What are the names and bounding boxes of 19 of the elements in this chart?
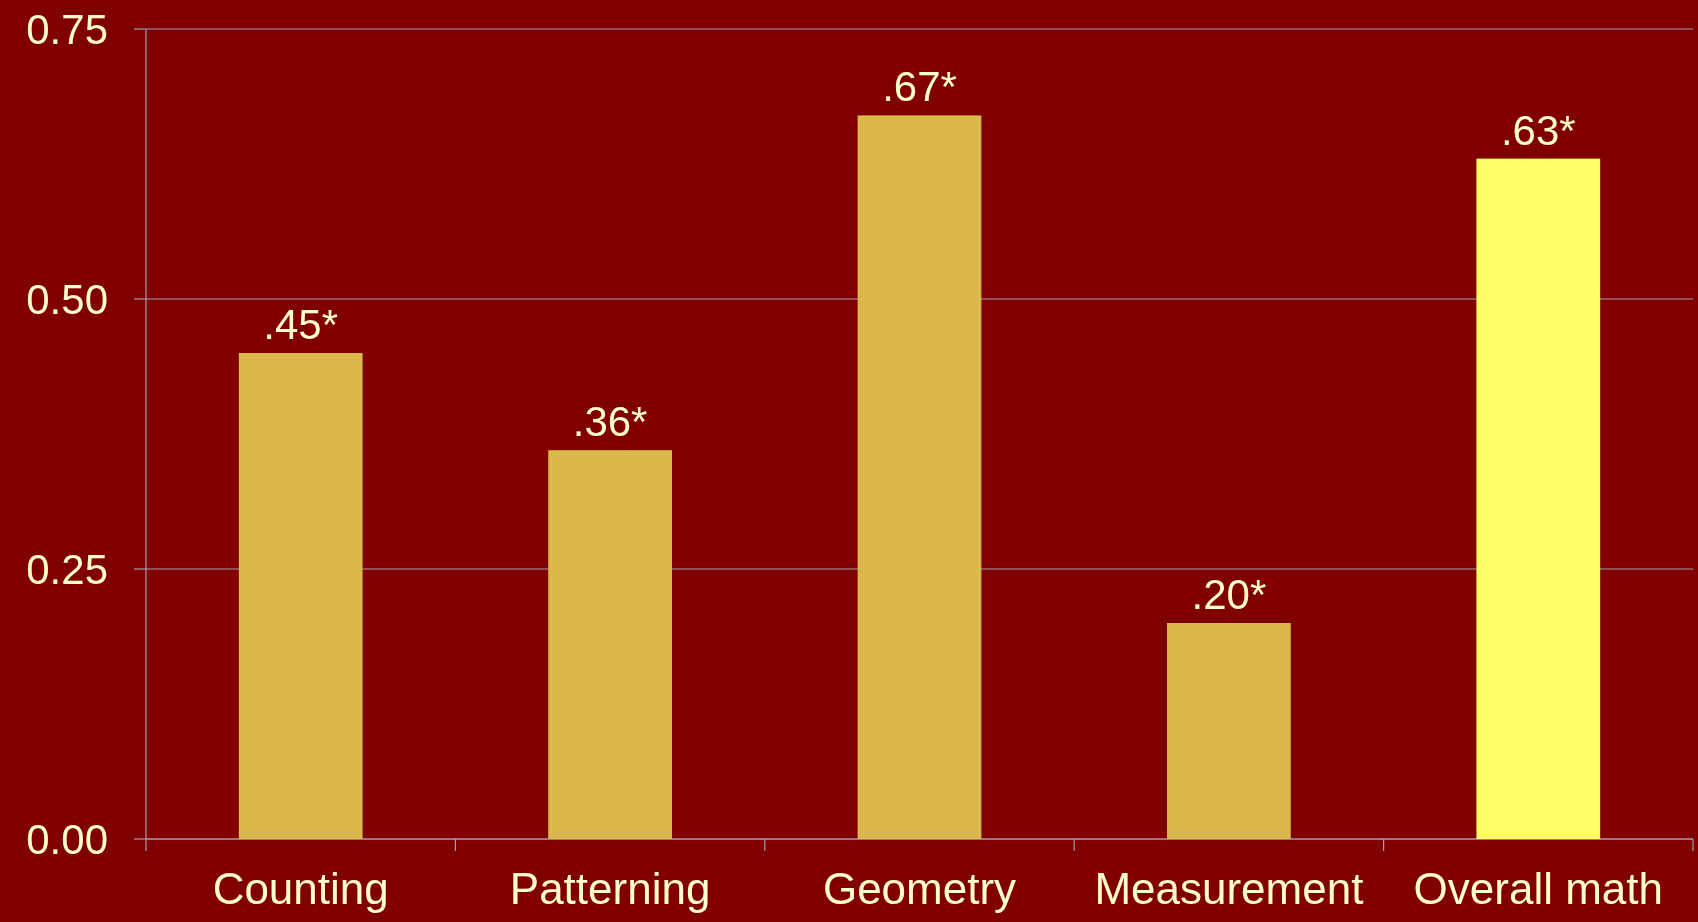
x-tick-label: Geometry <box>822 864 1017 913</box>
y-tick-label: 0.50 <box>26 275 108 323</box>
bar <box>857 115 982 839</box>
bar <box>1167 623 1291 839</box>
data-label: .36* <box>572 398 648 446</box>
x-tick-label: Measurement <box>1094 864 1364 913</box>
data-label: .45* <box>263 301 339 348</box>
bar <box>548 450 672 839</box>
data-label: .20* <box>1191 571 1267 618</box>
y-tick-label: 0.00 <box>26 815 108 863</box>
bar <box>1476 158 1601 839</box>
bar <box>238 353 363 839</box>
x-tick-label: Patterning <box>509 864 711 913</box>
x-tick-label: Overall math <box>1413 864 1664 913</box>
y-tick-label: 0.75 <box>26 5 108 53</box>
y-tick-label: 0.25 <box>26 545 108 593</box>
data-label: .63* <box>1500 106 1576 154</box>
x-tick-label: Counting <box>212 864 389 913</box>
data-label: .67* <box>882 63 957 111</box>
